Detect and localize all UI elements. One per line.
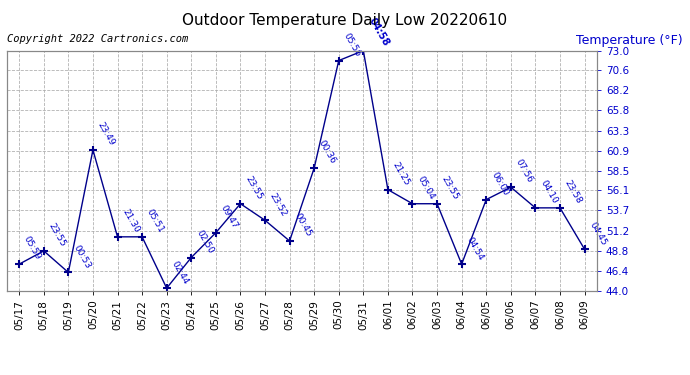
Text: 05:56: 05:56 [342, 31, 362, 58]
Text: 07:56: 07:56 [514, 158, 535, 185]
Text: 05:59: 05:59 [22, 235, 43, 262]
Text: 02:44: 02:44 [170, 259, 190, 286]
Text: 23:55: 23:55 [244, 174, 264, 201]
Text: 06:00: 06:00 [489, 170, 510, 197]
Text: 23:58: 23:58 [563, 178, 584, 206]
Text: 23:52: 23:52 [268, 191, 288, 218]
Text: 05:04: 05:04 [415, 174, 436, 201]
Text: 04:58: 04:58 [366, 16, 391, 48]
Text: 23:49: 23:49 [96, 121, 117, 147]
Text: 21:25: 21:25 [391, 160, 411, 187]
Text: 00:45: 00:45 [293, 212, 313, 238]
Text: 04:45: 04:45 [587, 220, 608, 247]
Text: 09:47: 09:47 [219, 204, 239, 230]
Text: 00:36: 00:36 [317, 139, 338, 166]
Text: 04:10: 04:10 [538, 178, 559, 206]
Text: 02:50: 02:50 [194, 228, 215, 255]
Text: Temperature (°F): Temperature (°F) [576, 34, 683, 47]
Text: 00:53: 00:53 [71, 243, 92, 270]
Text: 05:51: 05:51 [145, 207, 166, 234]
Text: 04:54: 04:54 [464, 235, 485, 262]
Text: Copyright 2022 Cartronics.com: Copyright 2022 Cartronics.com [7, 34, 188, 44]
Text: 23:55: 23:55 [440, 174, 461, 201]
Text: 23:55: 23:55 [47, 222, 68, 249]
Text: 21:30: 21:30 [121, 208, 141, 234]
Text: Outdoor Temperature Daily Low 20220610: Outdoor Temperature Daily Low 20220610 [182, 13, 508, 28]
